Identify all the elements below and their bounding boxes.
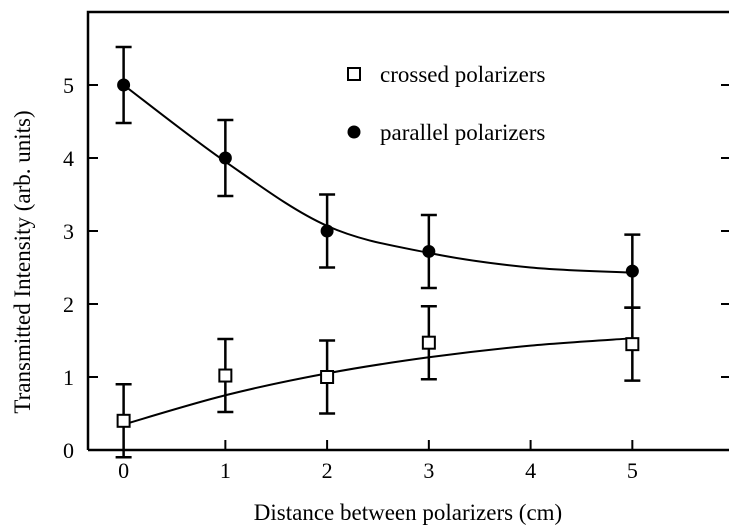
x-axis-label: Distance between polarizers (cm) (254, 500, 562, 525)
data-point (421, 335, 436, 350)
y-tick-label: 5 (63, 73, 74, 98)
y-tick-label: 2 (63, 292, 74, 317)
y-tick-label: 4 (63, 146, 74, 171)
legend-label: crossed polarizers (380, 62, 545, 87)
y-tick-label: 3 (63, 219, 74, 244)
y-axis-label: Transmitted Intensity (arb. units) (10, 110, 35, 413)
data-point (116, 413, 131, 428)
legend-label: parallel polarizers (380, 120, 545, 145)
data-point (320, 224, 334, 238)
fit-curve (123, 84, 633, 274)
data-point (625, 264, 639, 278)
x-tick-label: 5 (627, 458, 638, 483)
data-point (422, 244, 436, 258)
data-point (625, 337, 640, 352)
x-tick-label: 0 (118, 458, 129, 483)
data-point (218, 151, 232, 165)
legend-marker (347, 125, 361, 139)
legend-marker (347, 67, 361, 81)
x-tick-label: 4 (525, 458, 536, 483)
y-tick-label: 1 (63, 365, 74, 390)
data-point (117, 78, 131, 92)
fit-curve (123, 337, 633, 426)
x-tick-label: 3 (423, 458, 434, 483)
data-point (218, 368, 233, 383)
x-tick-label: 2 (322, 458, 333, 483)
x-tick-label: 1 (220, 458, 231, 483)
y-tick-label: 0 (63, 438, 74, 463)
data-point (320, 370, 335, 384)
